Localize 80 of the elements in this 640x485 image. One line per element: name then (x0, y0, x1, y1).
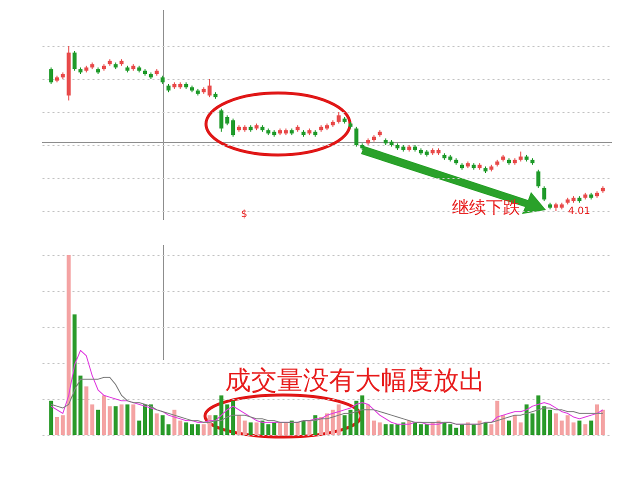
bar (143, 404, 148, 435)
candlestick (542, 186, 546, 202)
annotation: 继续下跌 (452, 198, 520, 218)
candlestick (354, 126, 358, 148)
bar (384, 424, 388, 435)
bar (390, 424, 394, 435)
bar (137, 420, 142, 435)
bar (213, 415, 218, 435)
bar (478, 420, 482, 435)
bar (166, 424, 171, 435)
candlestick (208, 78, 212, 98)
bar (236, 415, 241, 435)
bar (366, 404, 370, 435)
bar (501, 415, 506, 435)
bar (442, 422, 446, 435)
bar (372, 420, 376, 435)
bar (248, 422, 253, 435)
bar (148, 404, 153, 435)
bar (184, 422, 188, 435)
bar (296, 422, 300, 435)
annotation: 4.01 (568, 206, 590, 217)
bar (154, 413, 159, 435)
annotation: $ (241, 209, 248, 220)
bar (242, 420, 247, 435)
bar (231, 400, 236, 435)
bar (120, 404, 124, 435)
bar (78, 376, 82, 435)
bar (125, 404, 130, 435)
bar (589, 420, 594, 435)
bar (466, 422, 470, 435)
bar (378, 422, 382, 435)
bar (325, 413, 329, 435)
bar (284, 422, 288, 435)
annotation: 成交量没有大幅度放出 (225, 366, 485, 396)
bar (413, 422, 418, 435)
bar (483, 422, 488, 435)
bar (395, 424, 400, 435)
bar (108, 406, 112, 435)
candlestick (49, 66, 54, 84)
bar (302, 420, 306, 435)
bar (424, 424, 429, 435)
bar (319, 417, 324, 435)
bar (548, 410, 552, 435)
bar (554, 413, 558, 435)
candlestick (518, 151, 523, 162)
bar (460, 424, 464, 435)
bar (595, 404, 600, 435)
bar (290, 420, 294, 435)
bar (131, 404, 136, 435)
bar (401, 422, 406, 435)
bar (530, 413, 534, 435)
bar (102, 395, 106, 435)
bar (202, 424, 206, 435)
bar (472, 424, 476, 435)
bar (572, 422, 576, 435)
bar (114, 406, 118, 435)
bar (506, 420, 511, 435)
bar (96, 410, 100, 435)
bar (190, 424, 194, 435)
bar (418, 424, 423, 435)
bar (278, 422, 282, 435)
bar (254, 422, 259, 435)
bar (72, 314, 77, 435)
candlestick (536, 169, 540, 188)
bar (348, 410, 352, 435)
bar (196, 424, 200, 435)
bar (342, 415, 347, 435)
bar (208, 415, 212, 435)
bar (600, 410, 605, 435)
bar (307, 420, 312, 435)
bar (524, 404, 529, 435)
bar (49, 400, 54, 435)
bar (583, 424, 588, 435)
bar (160, 415, 165, 435)
candlestick (336, 112, 341, 124)
candlestick (72, 50, 77, 72)
bar (260, 420, 264, 435)
bar (54, 417, 59, 435)
bar (577, 420, 582, 435)
candlestick (231, 118, 236, 138)
